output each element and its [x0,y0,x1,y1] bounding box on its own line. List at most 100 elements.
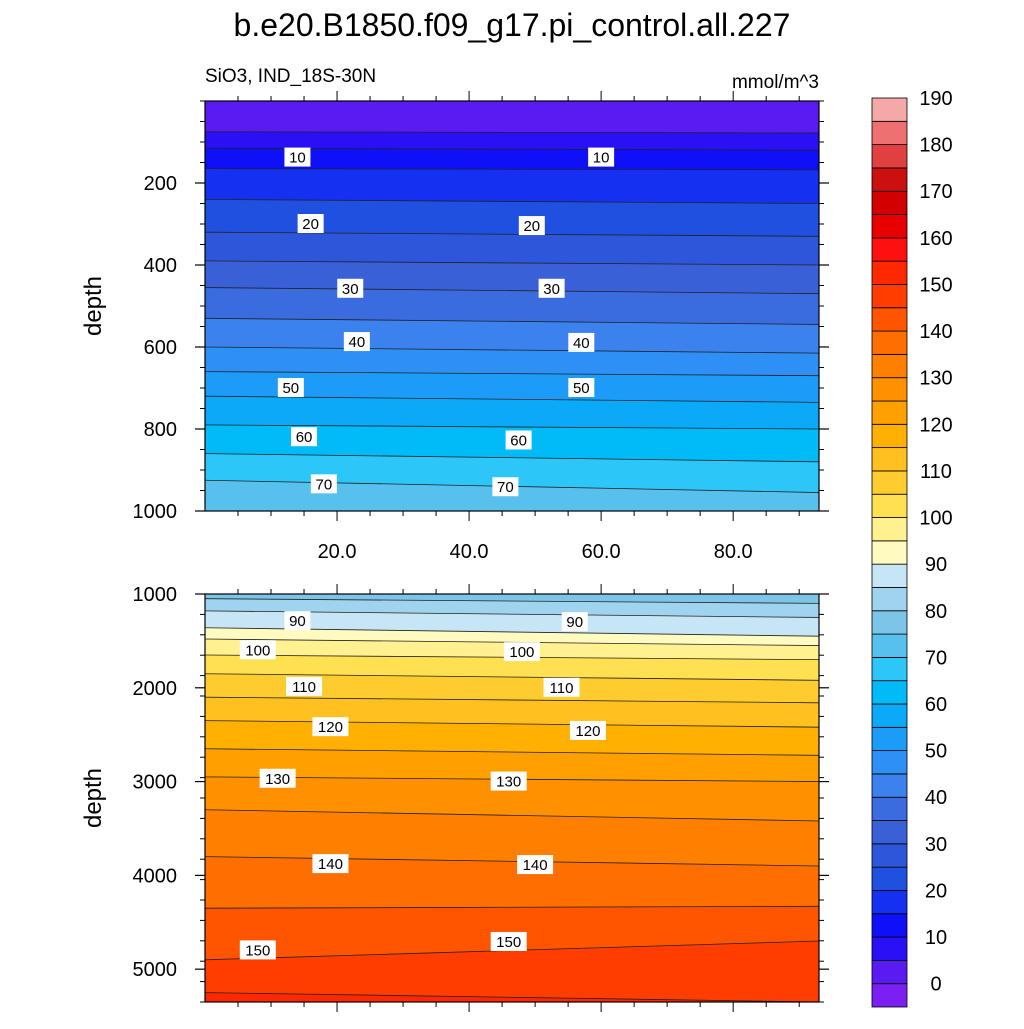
colorbar-label: 0 [930,974,941,996]
svg-text:70: 70 [315,476,332,493]
svg-text:10: 10 [593,150,610,167]
svg-text:100: 100 [245,642,270,659]
colorbar-swatch [871,540,908,565]
contour-label: 120 [569,720,606,740]
contour-label: 40 [568,332,595,352]
svg-text:40: 40 [573,335,590,352]
contour-band [205,101,819,134]
colorbar-swatch [871,680,908,705]
colorbar-swatch [871,353,908,379]
contour-line [205,199,819,204]
colorbar-label: 30 [925,834,947,856]
colorbar-swatch [871,656,908,682]
contour-line [205,809,819,822]
colorbar-swatch [871,610,908,635]
colorbar-swatch [871,237,908,262]
svg-text:50: 50 [282,380,299,397]
colorbar-swatch [871,796,908,821]
y-tick-label: 2000 [133,678,178,700]
colorbar-swatch [871,493,908,518]
contour-band [205,168,819,204]
contour-label: 140 [517,855,554,875]
contour-label: 130 [259,768,296,788]
colorbar-label: 50 [925,741,947,763]
contour-band [205,199,819,237]
colorbar-swatch [871,866,908,891]
contour-label: 150 [490,931,527,951]
colorbar-swatch [871,120,908,146]
contour-line [205,856,819,867]
svg-text:110: 110 [550,680,574,697]
colorbar-swatch [871,144,908,169]
colorbar-label: 140 [919,321,952,343]
svg-text:20: 20 [302,216,319,233]
colorbar-swatch [871,750,908,775]
y-tick-label: 600 [144,337,177,359]
contour-label: 110 [286,676,323,696]
colorbar-label: 90 [925,554,947,576]
colorbar-swatch [871,773,908,798]
svg-text:90: 90 [566,614,583,631]
chart-title: b.e20.B1850.f09_g17.pi_control.all.227 [234,7,791,43]
colorbar-label: 130 [919,368,952,390]
contour-line [205,424,819,430]
y-tick-label: 5000 [133,959,178,981]
svg-text:130: 130 [265,771,290,788]
y-tick-label: 800 [144,419,177,441]
svg-text:40: 40 [349,334,366,351]
contour-label: 100 [503,642,540,662]
colorbar-swatch [871,517,908,542]
colorbar-swatch [871,890,908,915]
colorbar: 0 10 20 30 40 50 60 70 80 90 100 110 120 130 140 150 160… [871,88,953,1008]
svg-text:20: 20 [523,218,540,235]
contour-line [205,317,819,325]
contour-line [205,992,819,1002]
bottom-panel: 90 90 100 100 110 110 120 120 130 130 140 140 150 150… [80,584,829,1012]
colorbar-swatch [871,703,908,728]
colorbar-label: 190 [919,88,952,110]
top-panel: 10 10 20 20 30 30 40 40 50 50 60 60 70 70 200 400 600 800… [80,91,829,563]
svg-text:60: 60 [296,429,313,446]
svg-text:140: 140 [318,856,343,873]
contour-label: 90 [561,612,588,632]
contour-label: 70 [310,474,337,494]
contour-label: 90 [284,611,311,631]
colorbar-swatch [871,563,908,588]
x-tick-label: 80.0 [714,541,753,563]
svg-text:140: 140 [523,857,548,874]
y-tick-label: 200 [144,173,177,195]
contour-line [205,168,819,171]
colorbar-swatch [871,633,908,658]
colorbar-swatch [871,377,908,402]
colorbar-label: 110 [920,461,952,483]
contour-label: 120 [312,717,349,737]
contour-line [205,905,819,909]
colorbar-label: 150 [919,274,952,296]
contour-label: 10 [588,147,615,167]
colorbar-label: 70 [925,647,947,669]
svg-text:60: 60 [510,432,527,449]
x-tick-label: 60.0 [582,541,621,563]
colorbar-label: 120 [919,414,952,436]
contour-band [205,231,819,266]
y-tick-label: 1000 [133,584,178,606]
contour-line [205,371,819,377]
contour-line [205,696,819,704]
contour-line [205,453,819,463]
contour-label: 60 [505,430,532,450]
svg-text:100: 100 [509,644,534,661]
colorbar-label: 160 [919,228,952,250]
contour-label: 40 [343,332,370,352]
y-axis-label: depth [80,276,107,336]
svg-text:30: 30 [543,281,560,298]
colorbar-label: 170 [919,181,952,203]
colorbar-swatch [871,983,908,1008]
contour-line [205,720,819,728]
colorbar-label: 60 [925,694,947,716]
chart-subtitle-left: SiO3, IND_18S-30N [205,66,376,87]
contour-label: 20 [518,216,545,236]
colorbar-label: 100 [919,508,952,530]
colorbar-label: 10 [925,927,947,949]
colorbar-swatch [871,587,908,612]
